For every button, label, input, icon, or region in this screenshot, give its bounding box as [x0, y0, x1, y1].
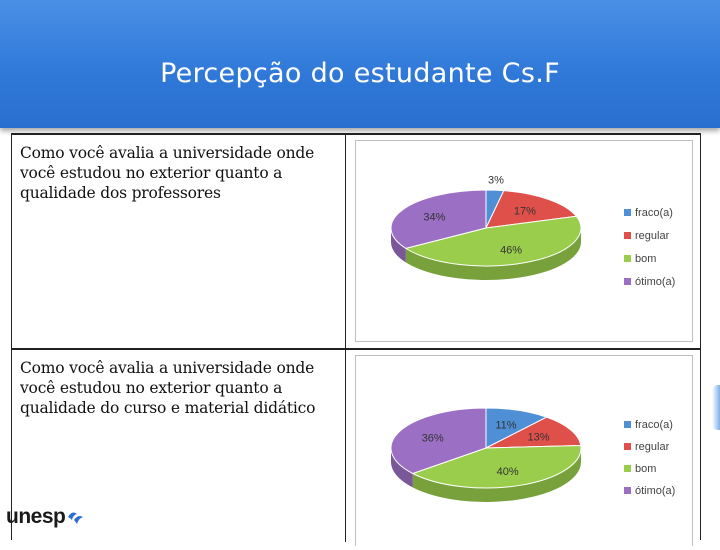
logo-text: unesp: [6, 505, 66, 528]
unesp-logo: unesp: [6, 505, 85, 529]
pie-slice-bom: [404, 215, 582, 267]
legend-label: ótimo(a): [635, 485, 675, 497]
legend-label: ótimo(a): [635, 276, 675, 288]
legend-swatch: [624, 232, 631, 239]
legend-label: fraco(a): [635, 207, 673, 219]
data-label: 17%: [514, 205, 536, 217]
data-label: 11%: [495, 420, 516, 432]
pie-slice-bom: [411, 444, 582, 489]
pie-chart-curso-material: 11% 13% 40% 36% fraco(a) regular bom ótimo(a): [390, 407, 675, 502]
pie-slice-side: [412, 448, 581, 502]
legend-label: regular: [635, 441, 670, 453]
legend-swatch: [624, 255, 631, 262]
legend-swatch: [624, 465, 631, 472]
data-label: 36%: [422, 432, 444, 444]
title-banner: Percepção do estudante Cs.F: [0, 0, 720, 128]
legend-label: fraco(a): [635, 419, 673, 431]
question-cell: Como você avalia a universidade onde voc…: [12, 350, 346, 542]
legend-swatch: [624, 209, 631, 216]
chart-frame: 11% 13% 40% 36% fraco(a) regular bom ótimo(a): [355, 355, 693, 546]
legend-label: bom: [635, 253, 656, 265]
logo-mark-icon: [68, 512, 84, 524]
question-text: Como você avalia a universidade onde voc…: [20, 144, 315, 202]
data-label: 40%: [497, 466, 519, 478]
pie-slice-side: [391, 228, 406, 263]
data-label: 3%: [488, 175, 504, 187]
question-cell: Como você avalia a universidade onde voc…: [12, 135, 346, 348]
table-row: Como você avalia a universidade onde voc…: [12, 350, 700, 546]
chart-frame: 3% 17% 46% 34% fraco(a) regular bom ótimo(a): [355, 140, 693, 342]
legend-label: regular: [635, 230, 670, 242]
pie-slice-regular: [485, 190, 578, 229]
pie-slice-regular: [485, 416, 582, 449]
pie-slice-ótimo(a): [390, 407, 487, 475]
data-label: 13%: [527, 432, 549, 444]
legend-label: bom: [635, 463, 656, 475]
data-label: 34%: [423, 212, 445, 224]
pie-slice-side: [405, 228, 581, 280]
data-label: 46%: [500, 244, 522, 256]
slide-title: Percepção do estudante Cs.F: [160, 58, 560, 89]
legend-swatch: [624, 278, 631, 285]
pie-slice-ótimo(a): [390, 189, 487, 249]
question-text: Como você avalia a universidade onde voc…: [20, 359, 316, 417]
survey-table: Como você avalia a universidade onde voc…: [11, 133, 701, 546]
side-decoration: [712, 385, 720, 430]
chart-cell: 3% 17% 46% 34% fraco(a) regular bom ótimo(a): [346, 135, 700, 348]
legend-swatch: [624, 443, 631, 450]
pie-chart-professores: 3% 17% 46% 34% fraco(a) regular bom ótimo(a): [390, 175, 675, 288]
table-row: Como você avalia a universidade onde voc…: [12, 135, 700, 350]
pie-slice-side: [391, 448, 413, 488]
pie-slice-fraco(a): [485, 407, 548, 449]
chart-cell: 11% 13% 40% 36% fraco(a) regular bom ótimo(a): [346, 350, 700, 546]
legend-swatch: [624, 487, 631, 494]
legend-swatch: [624, 421, 631, 428]
